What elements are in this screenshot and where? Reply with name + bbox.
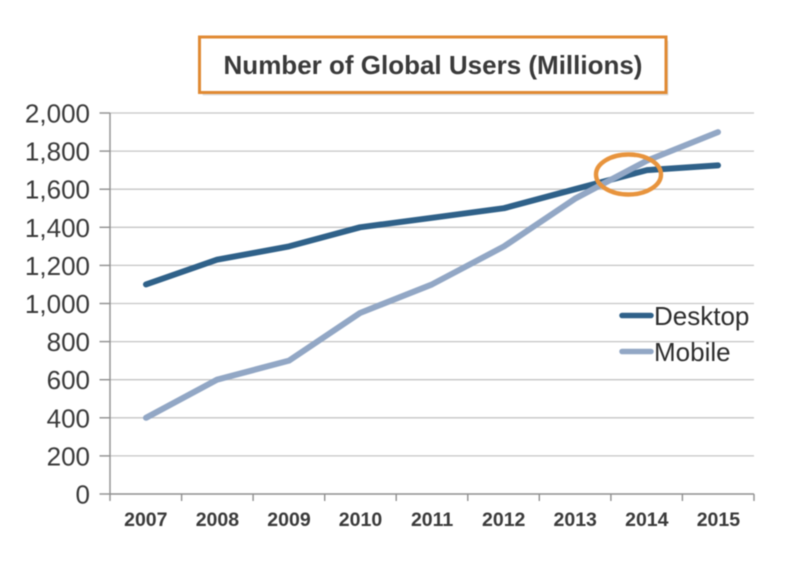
svg-text:1,400: 1,400 bbox=[25, 213, 90, 243]
svg-text:2008: 2008 bbox=[196, 509, 240, 531]
svg-text:2013: 2013 bbox=[554, 509, 598, 531]
svg-text:1,200: 1,200 bbox=[25, 251, 90, 281]
svg-text:Mobile: Mobile bbox=[654, 337, 731, 367]
svg-text:Desktop: Desktop bbox=[654, 301, 749, 331]
svg-text:2011: 2011 bbox=[411, 509, 453, 531]
svg-text:200: 200 bbox=[47, 441, 90, 471]
svg-text:2010: 2010 bbox=[339, 509, 383, 531]
svg-text:0: 0 bbox=[76, 480, 90, 510]
svg-text:2,000: 2,000 bbox=[25, 99, 90, 129]
svg-text:Number of Global Users (Millio: Number of Global Users (Millions) bbox=[224, 50, 643, 80]
svg-text:600: 600 bbox=[47, 365, 90, 395]
svg-text:2014: 2014 bbox=[625, 509, 669, 531]
svg-text:1,000: 1,000 bbox=[25, 289, 90, 319]
svg-text:1,600: 1,600 bbox=[25, 175, 90, 205]
svg-text:400: 400 bbox=[47, 403, 90, 433]
svg-text:1,800: 1,800 bbox=[25, 137, 90, 167]
svg-text:2007: 2007 bbox=[124, 509, 167, 531]
svg-text:2015: 2015 bbox=[697, 509, 741, 531]
svg-text:800: 800 bbox=[47, 327, 90, 357]
svg-text:2012: 2012 bbox=[482, 509, 526, 531]
svg-text:2009: 2009 bbox=[267, 509, 311, 531]
